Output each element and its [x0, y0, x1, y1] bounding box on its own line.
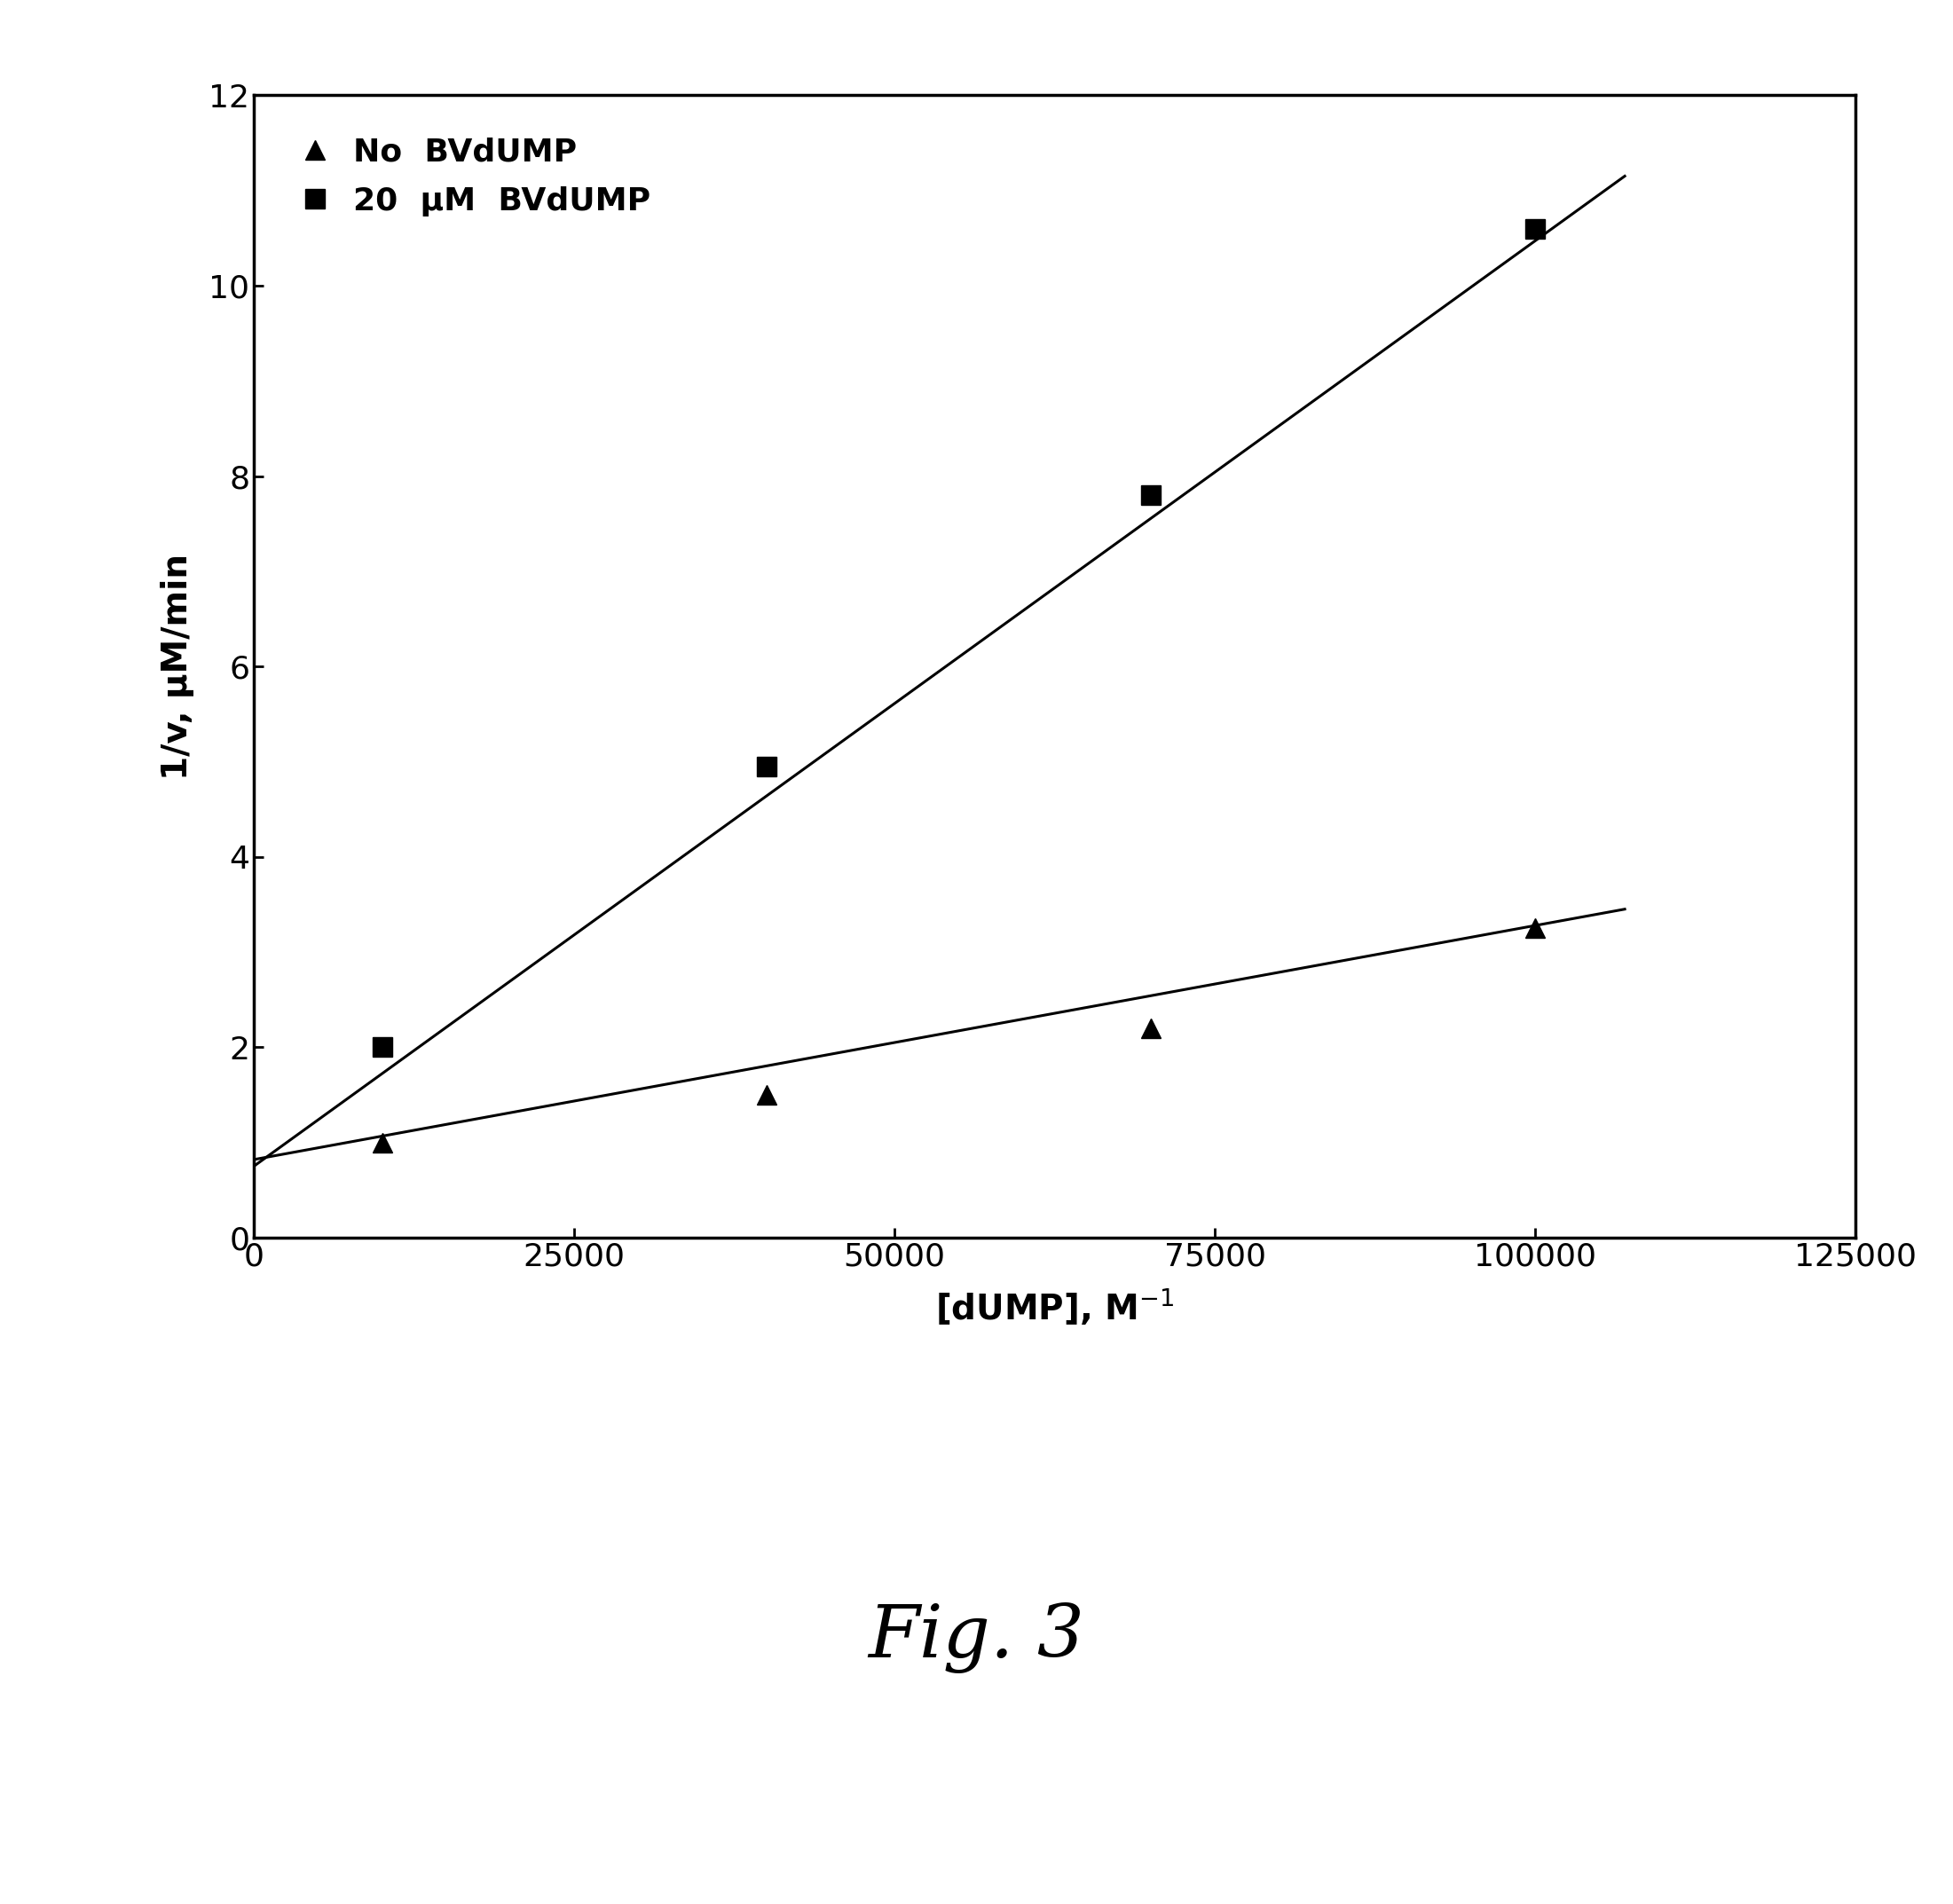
Legend: No  BVdUMP, 20  μM  BVdUMP: No BVdUMP, 20 μM BVdUMP [270, 110, 676, 242]
20  μM  BVdUMP [371, 1036, 395, 1059]
20  μM  BVdUMP [1139, 484, 1162, 506]
Line: 20  μM  BVdUMP: 20 μM BVdUMP [373, 219, 1545, 1057]
No  BVdUMP [1523, 918, 1547, 941]
No  BVdUMP [371, 1131, 395, 1154]
20  μM  BVdUMP [1523, 217, 1547, 240]
No  BVdUMP [1139, 1017, 1162, 1040]
Y-axis label: 1/v, μM/min: 1/v, μM/min [160, 554, 193, 779]
Text: Fig. 3: Fig. 3 [869, 1601, 1084, 1674]
No  BVdUMP [754, 1083, 777, 1106]
X-axis label: [dUMP], M$^{-1}$: [dUMP], M$^{-1}$ [935, 1287, 1174, 1327]
Line: No  BVdUMP: No BVdUMP [373, 918, 1545, 1152]
20  μM  BVdUMP [754, 756, 777, 779]
